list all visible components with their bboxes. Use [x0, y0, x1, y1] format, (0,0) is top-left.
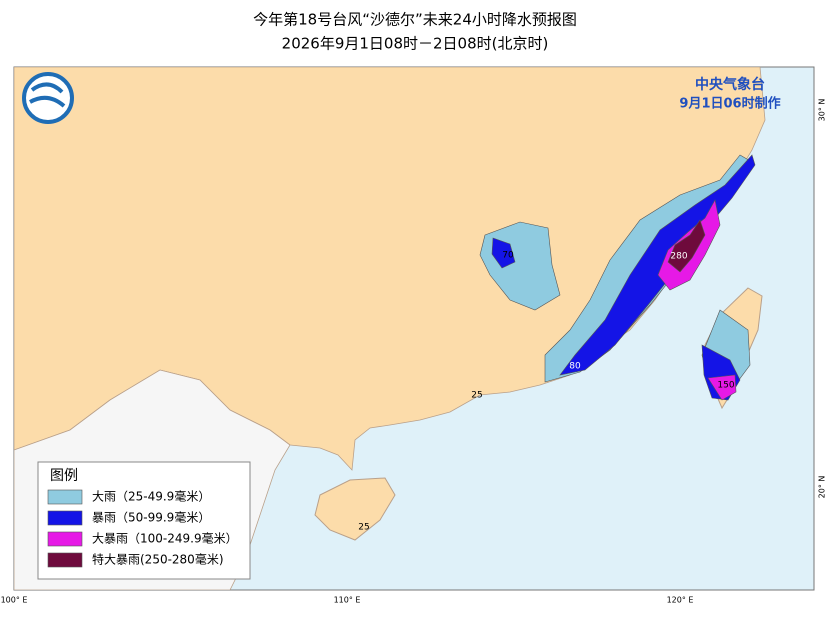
rain-rainstorm	[491, 154, 756, 401]
legend-label: 大暴雨（100-249.9毫米）	[92, 531, 238, 546]
logo	[22, 72, 74, 124]
map-label: 150	[717, 381, 734, 391]
lon-label: 110° E	[334, 596, 361, 605]
legend-label: 暴雨（50-99.9毫米）	[92, 510, 210, 525]
map-label: 280	[670, 252, 687, 262]
legend-swatch	[47, 510, 83, 526]
lon-label: 100° E	[1, 596, 28, 605]
title: 今年第18号台风“沙德尔”未来24小时降水预报图	[253, 11, 577, 29]
rain-extreme	[667, 219, 706, 273]
legend-title: 图例	[50, 468, 78, 484]
map-label: 25	[471, 391, 482, 401]
legend: 图例 大雨（25-49.9毫米） 暴雨（50-99.9毫米） 大暴雨（100-249…	[37, 461, 251, 580]
map-label: 80	[569, 362, 581, 372]
map: 70 280 80 150 25 25 100° E 110° E 120° E…	[1, 66, 827, 605]
lat-label: 30° N	[818, 99, 827, 122]
subtitle: 2026年9月1日08时－2日08时(北京时)	[282, 35, 549, 53]
lon-label: 120° E	[667, 596, 694, 605]
legend-swatch	[47, 552, 83, 568]
legend-swatch	[47, 531, 83, 547]
legend-swatch	[47, 489, 83, 505]
legend-label: 特大暴雨(250-280毫米)	[92, 552, 224, 567]
legend-label: 大雨（25-49.9毫米）	[92, 489, 210, 504]
map-label: 70	[502, 251, 514, 261]
hainan	[314, 477, 396, 541]
issue-time: 9月1日06时制作	[679, 96, 780, 112]
agency-name: 中央气象台	[695, 76, 765, 93]
lat-label: 20° N	[818, 476, 827, 499]
map-label: 25	[358, 523, 369, 533]
